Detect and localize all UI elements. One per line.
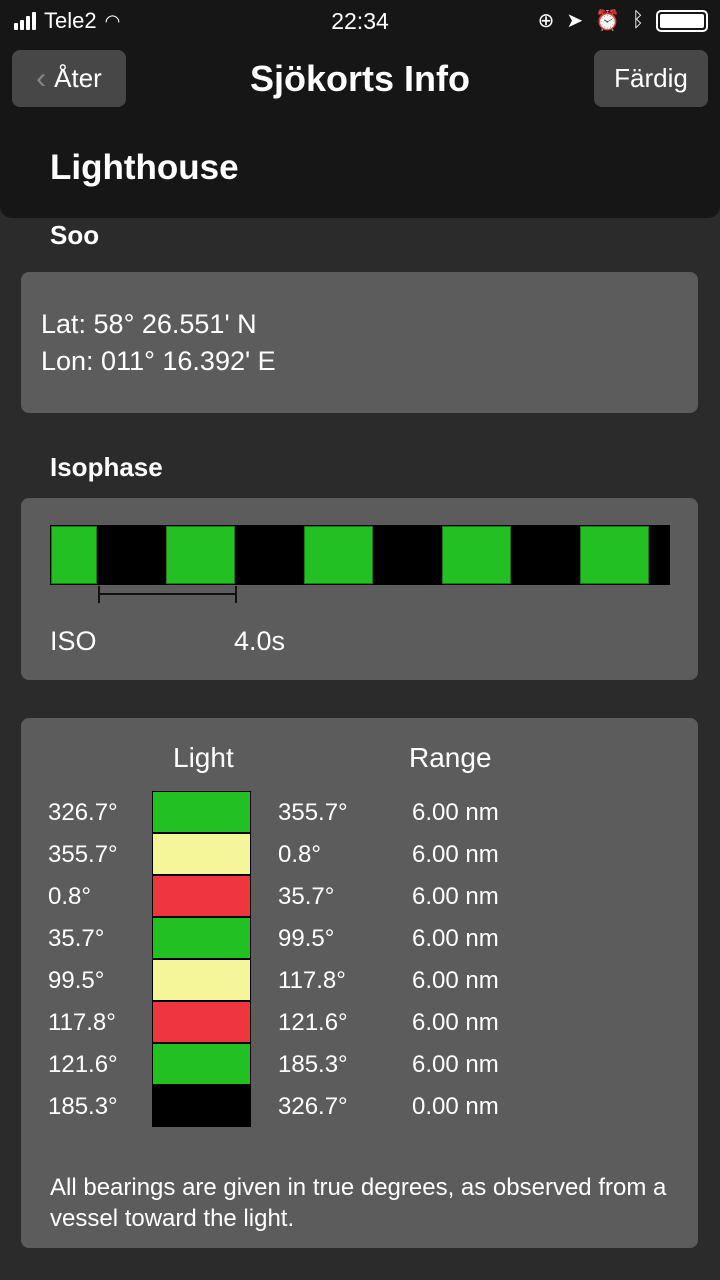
- sector-from: 355.7°: [48, 841, 118, 868]
- sector-row: 185.3° 326.7° 0.00 nm: [21, 1085, 698, 1127]
- sector-from: 35.7°: [48, 925, 105, 952]
- sector-range: 0.00 nm: [412, 1093, 499, 1120]
- longitude: Lon: 011° 16.392' E: [41, 346, 276, 376]
- sector-color-swatch: [152, 917, 251, 959]
- sector-color-swatch: [152, 1085, 251, 1127]
- back-button[interactable]: ‹ Åter: [12, 50, 126, 107]
- sector-color-swatch: [152, 875, 251, 917]
- phase-bar: [50, 525, 670, 585]
- position-panel: Lat: 58° 26.551' N Lon: 011° 16.392' E: [21, 272, 698, 413]
- sector-from: 185.3°: [48, 1093, 118, 1120]
- object-type: Lighthouse: [50, 148, 239, 187]
- sector-row: 121.6° 185.3° 6.00 nm: [21, 1043, 698, 1085]
- sector-range: 6.00 nm: [412, 841, 499, 868]
- sector-row: 326.7° 355.7° 6.00 nm: [21, 791, 698, 833]
- sector-to: 35.7°: [278, 883, 335, 910]
- phase-flash: [580, 526, 649, 584]
- sector-range: 6.00 nm: [412, 799, 499, 826]
- sector-from: 117.8°: [48, 1009, 116, 1036]
- page-title: Sjökorts Info: [249, 58, 470, 99]
- phase-code: ISO: [50, 626, 97, 656]
- object-name: Soo: [50, 220, 100, 250]
- sector-range: 6.00 nm: [412, 883, 499, 910]
- phase-flash: [166, 526, 235, 584]
- sector-color-swatch: [152, 1043, 251, 1085]
- chevron-left-icon: ‹: [36, 61, 47, 95]
- phase-flash: [442, 526, 511, 584]
- latitude: Lat: 58° 26.551' N: [41, 309, 257, 339]
- sector-row: 35.7° 99.5° 6.00 nm: [21, 917, 698, 959]
- back-label: Åter: [54, 63, 102, 93]
- phase-flash: [304, 526, 373, 584]
- sector-range: 6.00 nm: [412, 1051, 499, 1078]
- sector-color-swatch: [152, 959, 251, 1001]
- sector-color-swatch: [152, 791, 251, 833]
- sector-range: 6.00 nm: [412, 967, 499, 994]
- phase-panel: ISO 4.0s: [21, 498, 698, 680]
- wifi-icon: ◠: [104, 10, 121, 31]
- sector-to: 326.7°: [278, 1093, 348, 1120]
- sector-to: 355.7°: [278, 799, 348, 826]
- done-button[interactable]: Färdig: [594, 50, 708, 107]
- sector-from: 326.7°: [48, 799, 118, 826]
- sector-row: 117.8° 121.6° 6.00 nm: [21, 1001, 698, 1043]
- bearing-note: All bearings are given in true degrees, …: [50, 1174, 667, 1232]
- sector-range: 6.00 nm: [412, 925, 499, 952]
- sector-to: 99.5°: [278, 925, 335, 952]
- light-header: Light: [173, 742, 234, 773]
- period-bracket: [98, 586, 237, 603]
- header: Tele2 ◠ 22:34 ⊕ ➤ ⏰ ᛒ ‹ Åter Sjökorts Inf…: [0, 0, 720, 218]
- phase-period: 4.0s: [234, 626, 286, 656]
- sector-color-swatch: [152, 833, 251, 875]
- signal-icon: [14, 12, 36, 30]
- battery-icon: [656, 9, 708, 32]
- carrier: Tele2: [44, 8, 97, 33]
- sector-row: 355.7° 0.8° 6.00 nm: [21, 833, 698, 875]
- sector-row: 0.8° 35.7° 6.00 nm: [21, 875, 698, 917]
- sector-to: 121.6°: [278, 1009, 348, 1036]
- sector-row: 99.5° 117.8° 6.00 nm: [21, 959, 698, 1001]
- location-icon: ➤: [566, 10, 584, 32]
- sector-color-swatch: [152, 1001, 251, 1043]
- range-header: Range: [409, 742, 492, 773]
- sectors-panel: Light Range All bearings are given in tr…: [21, 718, 698, 1248]
- sector-from: 99.5°: [48, 967, 105, 994]
- sector-from: 121.6°: [48, 1051, 118, 1078]
- sector-from: 0.8°: [48, 883, 91, 910]
- status-bar: Tele2 ◠ 22:34 ⊕ ➤ ⏰ ᛒ: [0, 0, 720, 40]
- phase-heading: Isophase: [50, 452, 163, 482]
- sector-to: 185.3°: [278, 1051, 348, 1078]
- alarm-icon: ⏰: [595, 10, 620, 32]
- phase-flash: [51, 526, 97, 584]
- sector-range: 6.00 nm: [412, 1009, 499, 1036]
- sector-to: 117.8°: [278, 967, 346, 994]
- clock: 22:34: [331, 8, 389, 34]
- bluetooth-icon: ᛒ: [632, 9, 644, 31]
- sector-to: 0.8°: [278, 841, 321, 868]
- rotation-lock-icon: ⊕: [537, 10, 555, 32]
